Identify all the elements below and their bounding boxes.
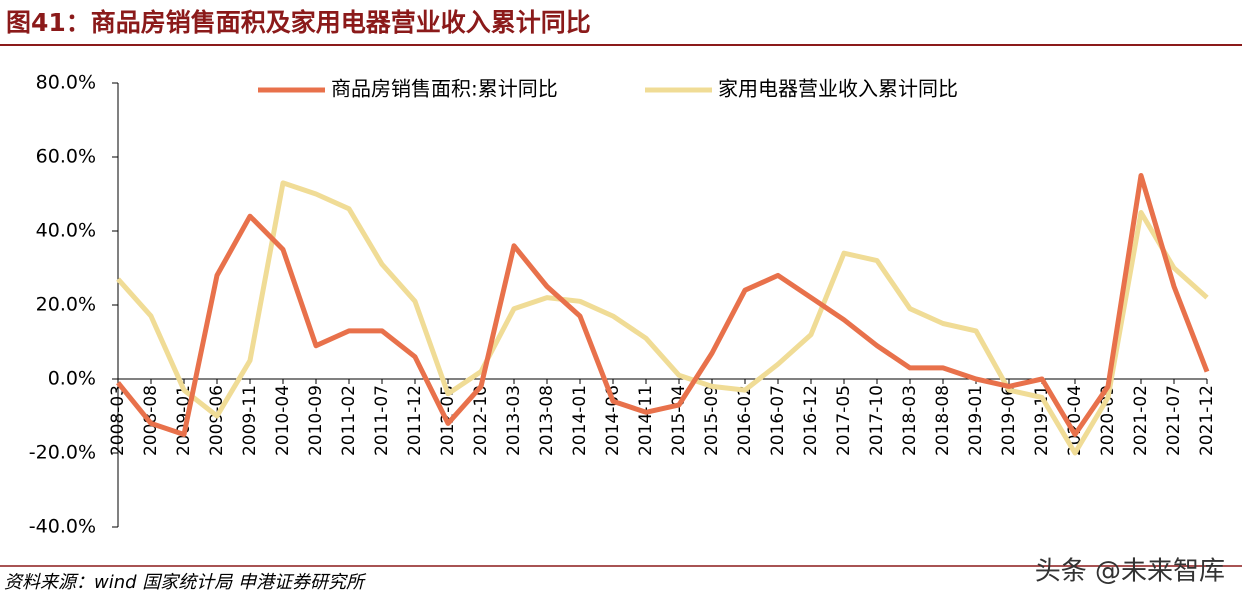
x-tick-label: 2016-07: [768, 385, 788, 456]
x-tick-label: 2017-05: [834, 385, 854, 456]
y-tick-label: 40.0%: [36, 220, 96, 242]
y-tick-label: 0.0%: [48, 368, 96, 390]
x-tick-label: 2008-03: [108, 385, 128, 456]
y-tick-label: -20.0%: [29, 442, 96, 464]
x-tick-label: 2010-04: [273, 385, 293, 456]
x-tick-label: 2015-09: [702, 385, 722, 456]
x-tick-label: 2018-08: [933, 385, 953, 456]
y-tick-label: 80.0%: [36, 72, 96, 94]
x-tick-label: 2012-10: [471, 385, 491, 456]
x-tick-label: 2011-07: [372, 385, 392, 456]
x-tick-label: 2021-12: [1197, 385, 1217, 456]
x-tick-label: 2010-09: [306, 385, 326, 456]
plot: -40.0% -20.0% 0.0% 20.0% 40.0% 60.0% 80.0% 2008…: [29, 72, 1217, 538]
x-tick-label: 2009-06: [207, 385, 227, 456]
y-tick-label: 60.0%: [36, 146, 96, 168]
x-tick-label: 2013-08: [537, 385, 557, 456]
x-tick-label: 2016-12: [801, 385, 821, 456]
y-tick-label: 20.0%: [36, 294, 96, 316]
x-tick-label: 2020-04: [1065, 385, 1085, 456]
x-tick-label: 2017-10: [867, 385, 887, 456]
chart-title: 图41：商品房销售面积及家用电器营业收入累计同比: [6, 8, 591, 37]
legend-label: 家用电器营业收入累计同比: [718, 77, 958, 101]
x-tick-label: 2013-03: [504, 385, 524, 456]
watermark: 头条 @未来智库: [1035, 557, 1225, 587]
x-tick-label: 2011-12: [405, 385, 425, 456]
x-tick-label: 2021-07: [1164, 385, 1184, 456]
source: 资料来源：wind 国家统计局 申港证券研究所: [4, 572, 367, 593]
x-tick-label: 2014-01: [570, 385, 590, 456]
series-line: [116, 173, 1210, 437]
x-tick-label: 2014-11: [636, 385, 656, 456]
x-tick-label: 2019-06: [999, 385, 1019, 456]
x-tick-label: 2015-04: [669, 385, 689, 456]
series-line: [116, 180, 1209, 456]
x-tick-label: 2016-02: [735, 385, 755, 456]
x-tick-label: 2019-01: [966, 385, 986, 456]
legend-label: 商品房销售面积:累计同比: [331, 77, 558, 101]
x-tick-label: 2011-02: [339, 385, 359, 456]
x-tick-label: 2018-03: [900, 385, 920, 456]
x-tick-label: 2021-02: [1131, 385, 1151, 456]
x-tick-label: 2009-11: [240, 385, 260, 456]
y-tick-label: -40.0%: [29, 516, 96, 538]
